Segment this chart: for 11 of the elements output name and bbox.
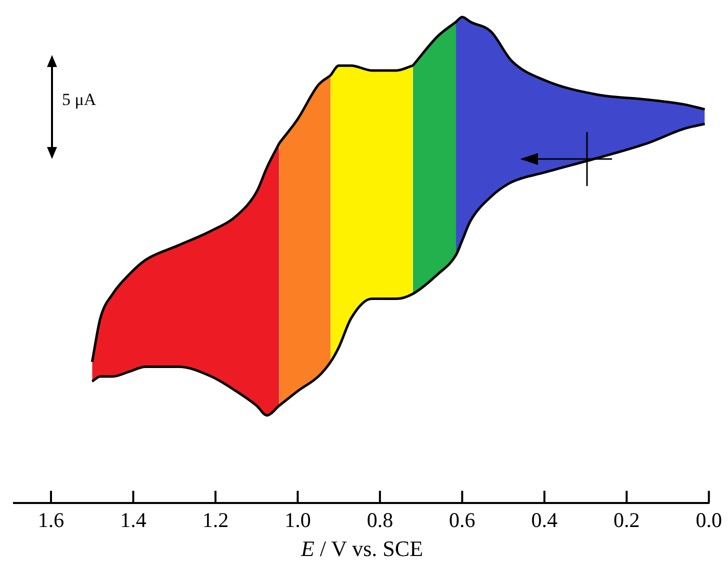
annotation: 5 μA	[62, 90, 96, 110]
x-tick-label: 1.0	[284, 508, 311, 532]
x-tick-label: 0.6	[449, 508, 476, 532]
x-tick-label: 0.2	[614, 508, 640, 532]
x-tick-label: 1.2	[202, 508, 229, 532]
x-tick-label: 0.4	[531, 508, 558, 532]
x-tick-label: 0.0	[696, 508, 722, 532]
x-tick-label: 1.6	[38, 508, 64, 532]
x-tick-label: 0.8	[366, 508, 394, 532]
x-axis-title: E / V vs. SCE	[300, 536, 424, 561]
x-tick-label: 1.4	[120, 508, 147, 532]
